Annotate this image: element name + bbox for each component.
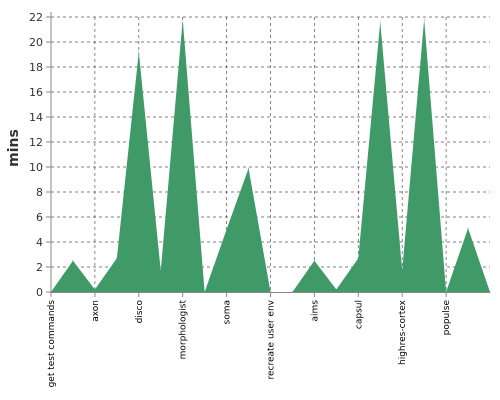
data-point <box>182 19 184 20</box>
data-point <box>138 51 140 53</box>
data-point <box>357 257 359 259</box>
x-tick-label: populse <box>442 300 452 336</box>
x-tick-label: morphologist <box>179 300 189 360</box>
y-tick-label: 14 <box>29 111 43 124</box>
data-point <box>335 289 337 290</box>
data-point <box>226 229 228 230</box>
data-point <box>401 270 403 272</box>
data-point <box>379 21 381 23</box>
data-point <box>467 227 469 229</box>
y-tick-label: 8 <box>36 186 43 199</box>
x-tick-label: get test commands <box>47 300 57 388</box>
x-tick-label: aims <box>310 300 320 322</box>
y-tick-label: 20 <box>29 36 43 49</box>
data-point <box>94 289 96 290</box>
y-tick-label: 4 <box>36 236 43 249</box>
y-axis-title: mins <box>6 129 22 167</box>
y-tick-label: 12 <box>29 136 43 149</box>
data-point <box>72 260 74 262</box>
y-tick-label: 2 <box>36 261 43 274</box>
y-tick-label: 22 <box>29 11 43 24</box>
x-tick-label: recreate user env <box>267 299 277 379</box>
y-tick-label: 10 <box>29 161 43 174</box>
x-tick-label: capsul <box>354 300 364 329</box>
x-tick-label: soma <box>223 300 233 324</box>
x-tick-label: disco <box>135 300 145 324</box>
area-fill <box>51 19 490 292</box>
x-tick-label: highres-cortex <box>398 299 408 365</box>
data-point <box>248 167 250 169</box>
y-tick-label: 6 <box>36 211 43 224</box>
data-point <box>160 270 162 272</box>
x-axis-ticks: get test commands axon disco morphologist so… <box>47 292 452 387</box>
data-point <box>313 260 315 262</box>
data-point <box>423 19 425 20</box>
y-axis-ticks: 0 2 4 6 8 10 12 14 16 18 20 22 <box>29 11 51 299</box>
y-tick-label: 0 <box>36 286 43 299</box>
y-tick-label: 16 <box>29 86 43 99</box>
data-point <box>116 257 118 259</box>
y-tick-label: 18 <box>29 61 43 74</box>
x-tick-label: axon <box>91 300 101 322</box>
